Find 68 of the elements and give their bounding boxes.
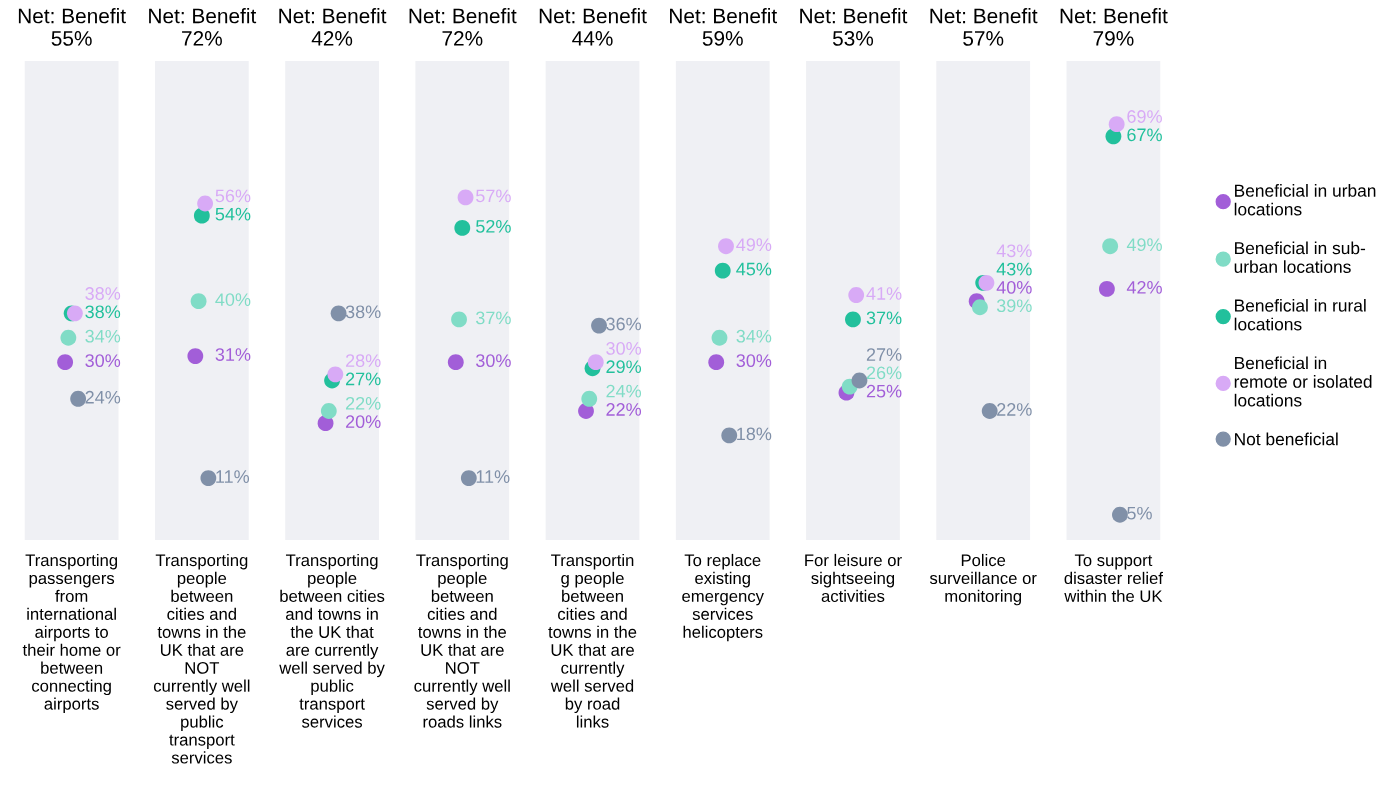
data-label: 11% — [476, 470, 510, 483]
text: Net: Benefit 57% — [930, 8, 1038, 46]
data-label: 36% — [606, 317, 642, 331]
data-label: 49% — [736, 238, 772, 252]
data-label: 38% — [345, 305, 381, 319]
data-label: 5% — [1127, 506, 1152, 520]
data-label: 34% — [736, 329, 772, 343]
data-label: 42% — [1126, 281, 1162, 294]
legend-label: Beneficial in urban locations — [1234, 184, 1376, 216]
data-label: 56% — [215, 189, 251, 203]
text: Net: Benefit 42% — [279, 8, 387, 46]
legend-label: Beneficial in remote or isolated locations — [1234, 356, 1372, 407]
category-label: Transportin g people between cities and towns in the UK that are currently well served by road links — [548, 553, 637, 728]
category-label: Transporting people between cities and towns in the UK that are currently well served by public transport services — [279, 553, 385, 728]
data-label: 30% — [85, 354, 121, 368]
x-tick-label: For leisure or sightseeing activities — [805, 553, 902, 603]
data-label: 22% — [606, 403, 642, 416]
data-label: 37% — [866, 311, 902, 325]
text: Net: Benefit 44% — [539, 8, 647, 46]
data-label: 30% — [736, 354, 772, 368]
data-label: 18% — [737, 427, 772, 441]
data-label: 24% — [606, 384, 642, 398]
data-label: 27% — [346, 372, 381, 386]
data-label: 40% — [215, 293, 251, 306]
category-label: Transporting passengers from international airports to their home or between connecting airports — [22, 553, 121, 714]
data-label: 37% — [476, 311, 511, 325]
legend-label: Beneficial in rural locations — [1234, 298, 1366, 331]
data-label: 25% — [866, 384, 902, 398]
text: Net: Benefit 72% — [409, 8, 517, 46]
category-label: Transporting people between cities and towns in the UK that are NOT currently well served by public transport services — [153, 553, 250, 764]
data-label: 67% — [1127, 128, 1162, 142]
data-label: 22% — [346, 396, 381, 410]
data-label: 43% — [996, 262, 1032, 276]
x-tick-label: Police surveillance or monitoring — [929, 553, 1037, 606]
data-label: 45% — [736, 262, 772, 276]
x-tick-label: To support disaster relief within the UK — [1064, 554, 1163, 603]
data-label: 39% — [996, 299, 1032, 313]
data-label: 57% — [476, 189, 511, 203]
data-label: 30% — [606, 342, 642, 355]
data-label: 29% — [606, 360, 642, 374]
data-label: 41% — [866, 287, 902, 300]
data-label: 26% — [866, 366, 902, 380]
text: Net: Benefit 55% — [18, 8, 126, 46]
data-label: 49% — [1126, 238, 1162, 252]
x-tick-label: To replace existing emergency services helicopters — [682, 553, 764, 642]
data-label: 24% — [85, 390, 121, 404]
category-label: Transporting people between cities and towns in the UK that are NOT currently well served by roads links — [414, 553, 510, 728]
data-label: 52% — [476, 219, 511, 233]
data-label: 40% — [996, 281, 1032, 294]
data-label: 34% — [85, 329, 121, 343]
text: Net: Benefit 72% — [149, 8, 257, 46]
data-label: 38% — [85, 287, 121, 300]
text: Net: Benefit 79% — [1060, 8, 1168, 46]
text: Net: Benefit 53% — [800, 8, 908, 46]
data-label: 31% — [215, 348, 251, 361]
text: Net: Benefit 59% — [670, 8, 778, 46]
data-label: 69% — [1127, 110, 1162, 123]
data-label: 22% — [997, 403, 1032, 416]
data-label: 27% — [866, 348, 902, 361]
data-label: 11% — [216, 470, 250, 483]
legend-label: Not beneficial — [1235, 432, 1338, 446]
data-label: 54% — [215, 207, 251, 221]
data-label: 38% — [85, 305, 121, 319]
data-label: 28% — [346, 354, 381, 368]
data-label: 20% — [346, 415, 381, 429]
data-label: 43% — [996, 244, 1032, 258]
data-label: 30% — [476, 354, 511, 368]
legend-label: Beneficial in sub- urban locations — [1234, 241, 1366, 273]
